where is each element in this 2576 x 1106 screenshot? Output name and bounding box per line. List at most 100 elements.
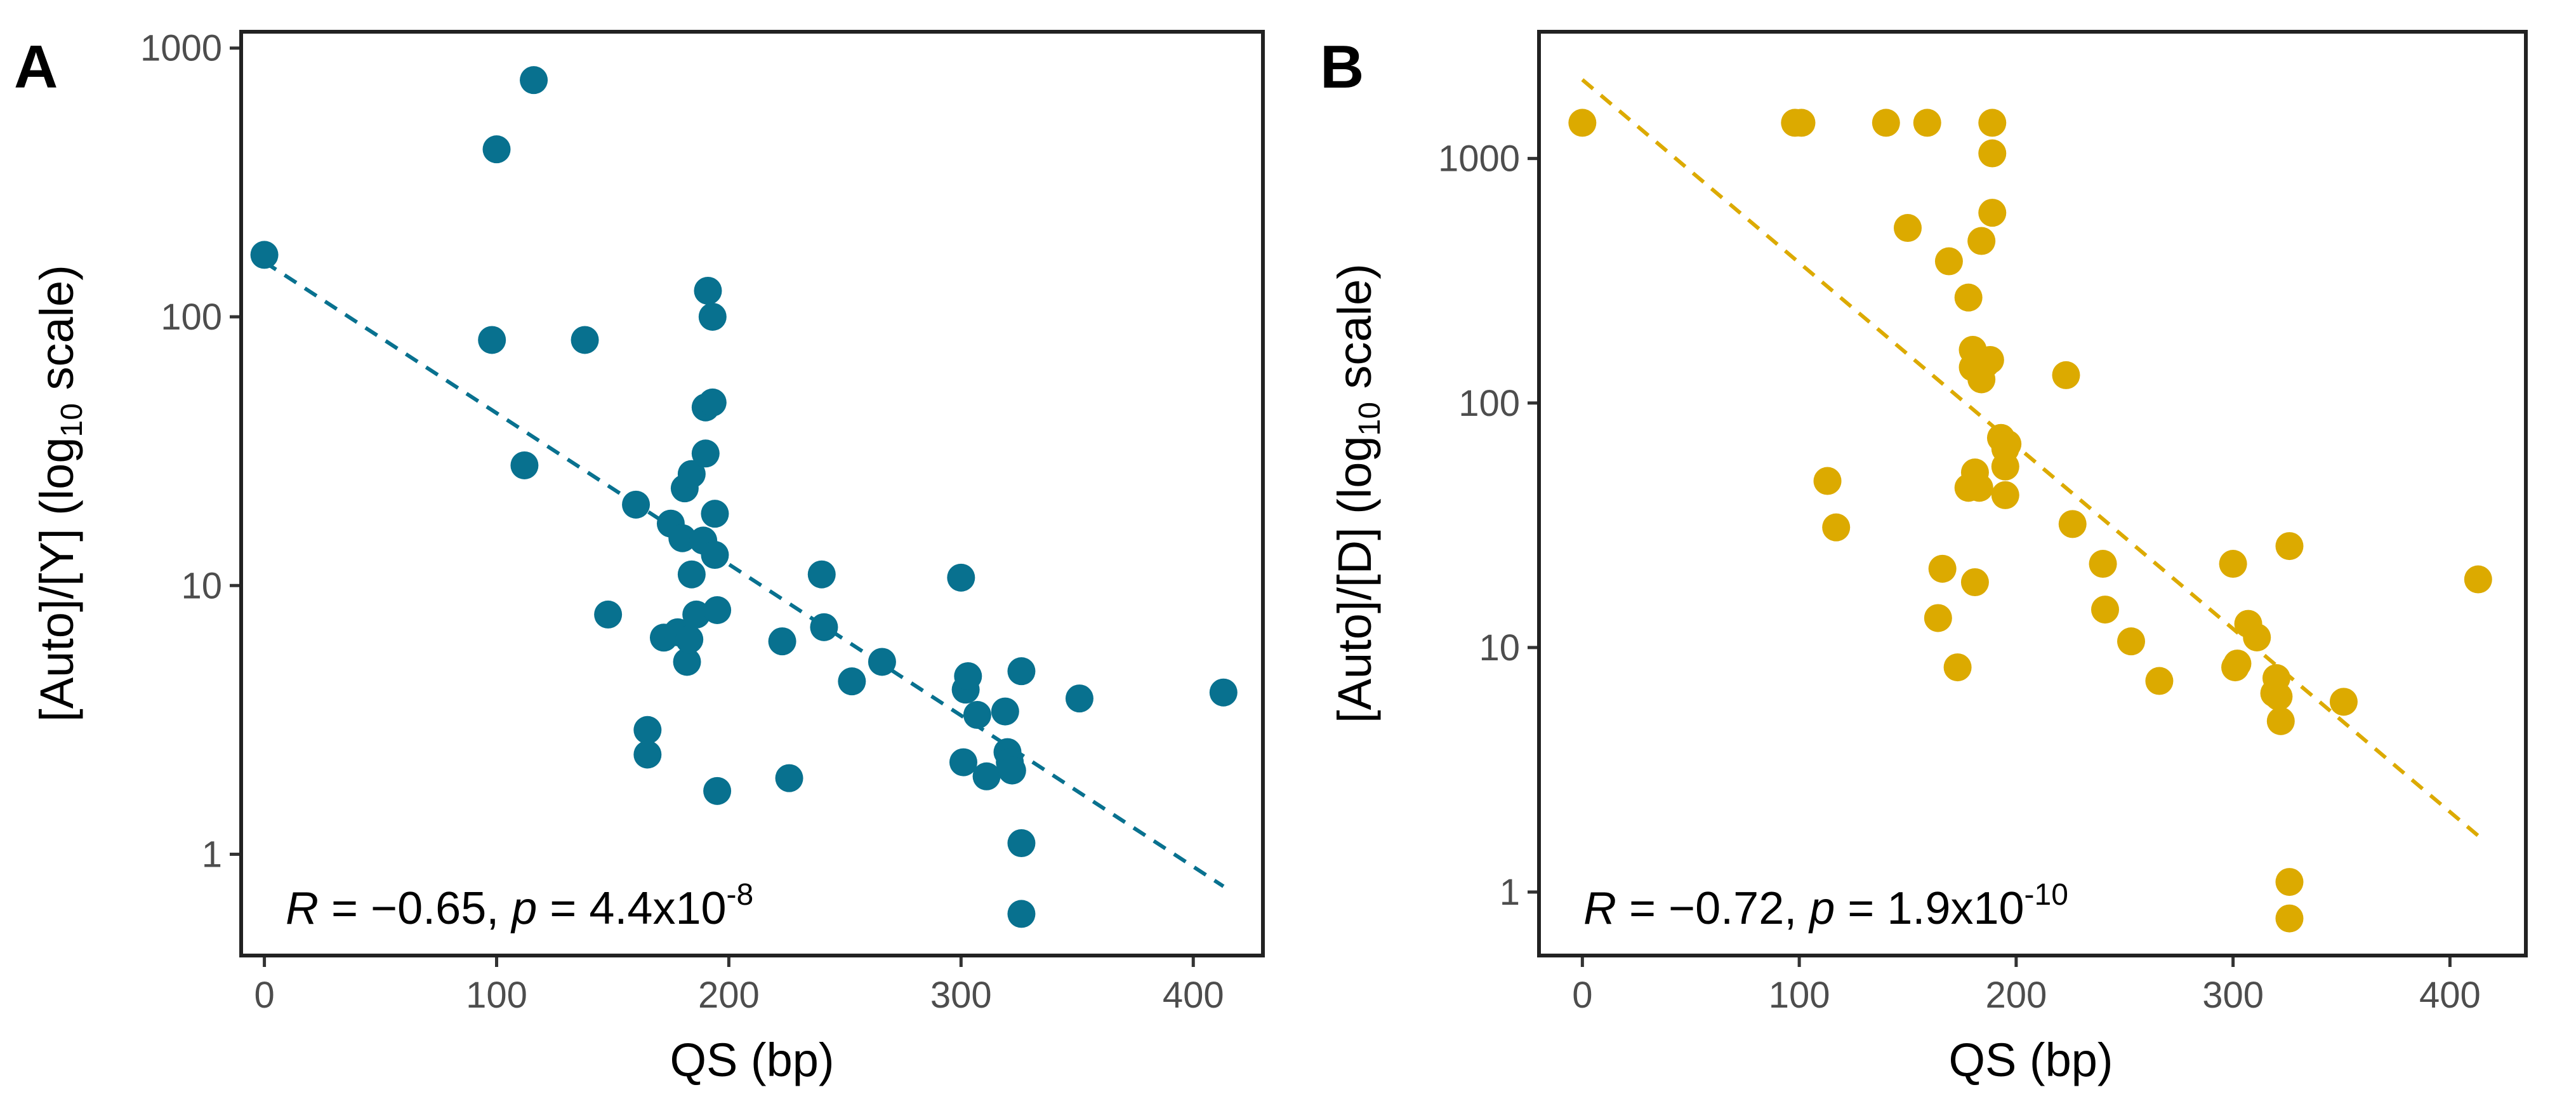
x-tick-label: 400 [2419, 975, 2481, 1016]
data-point [949, 748, 977, 776]
data-point [703, 596, 732, 624]
trend-line-b [1581, 78, 2480, 837]
data-point [1991, 481, 2019, 509]
y-tick-label: 1 [1500, 872, 1520, 913]
data-point [1893, 214, 1922, 243]
data-point [1934, 247, 1963, 276]
data-point [1007, 829, 1036, 858]
x-ticks-a: 0 100 200 300 400 [254, 956, 1224, 1016]
y-tick-label: 100 [1458, 383, 1520, 424]
data-point [998, 756, 1026, 785]
x-tick-label: 0 [254, 975, 274, 1016]
data-point [2223, 650, 2252, 678]
x-axis-title-b: QS (bp) [1948, 1034, 2113, 1086]
data-point [1978, 139, 2007, 168]
data-point [571, 326, 599, 354]
data-point [520, 66, 548, 95]
panel-a: A 0 100 200 300 400 1 10 100 1000 QS (bp) [Auto… [14, 28, 1265, 1086]
data-point [482, 135, 511, 164]
data-point [1568, 109, 1597, 137]
data-point [1965, 474, 1993, 502]
data-point [775, 764, 803, 792]
data-point [2058, 510, 2087, 538]
data-point [1913, 109, 1941, 137]
data-point [1978, 199, 2007, 227]
data-point [703, 776, 732, 805]
data-point [2145, 667, 2174, 695]
data-point [868, 648, 896, 676]
data-point [478, 326, 506, 354]
data-point [2117, 627, 2145, 656]
data-point [1954, 283, 1983, 312]
data-point [701, 541, 729, 570]
data-point [954, 662, 982, 690]
data-point [2091, 596, 2119, 624]
data-point [963, 701, 991, 730]
data-point [2464, 565, 2492, 594]
data-point [1813, 467, 1842, 495]
data-point [1007, 657, 1036, 686]
x-tick-label: 300 [2202, 975, 2264, 1016]
data-point [594, 600, 623, 629]
data-point [2329, 688, 2358, 716]
stats-annotation-b: R = −0.72, p = 1.9x10-10 [1583, 878, 2068, 934]
data-point [1991, 452, 2019, 481]
data-point [1978, 109, 2007, 137]
y-tick-label: 100 [161, 296, 222, 338]
data-point [2264, 683, 2293, 711]
data-point [633, 740, 662, 769]
data-point [972, 762, 1001, 790]
data-point [838, 667, 866, 696]
data-point [2219, 550, 2247, 578]
data-point [2243, 623, 2271, 651]
y-tick-label: 10 [181, 565, 222, 606]
x-tick-label: 400 [1163, 975, 1224, 1016]
data-point [810, 613, 838, 641]
data-point [2275, 904, 2304, 933]
x-tick-label: 0 [1572, 975, 1592, 1016]
data-point [668, 524, 697, 552]
data-point [1993, 430, 2022, 458]
data-point [675, 625, 704, 654]
data-point [691, 439, 720, 468]
data-point [1787, 109, 1816, 137]
trend-line-a [263, 260, 1225, 888]
y-tick-label: 1000 [140, 28, 222, 69]
data-point [622, 490, 651, 519]
panel-label-b: B [1320, 33, 1364, 101]
y-axis-title-a: [Auto]/[Y] (log10 scale) [30, 265, 89, 722]
x-axis-title-a: QS (bp) [670, 1034, 834, 1086]
data-point [673, 648, 701, 676]
data-point [1943, 653, 1972, 682]
data-point [1822, 513, 1851, 542]
data-point [2052, 361, 2080, 389]
data-point [1924, 604, 1952, 632]
data-point [677, 460, 706, 488]
data-point [1967, 227, 1996, 255]
y-tick-label: 1 [202, 834, 222, 876]
data-point [807, 560, 836, 589]
data-point [694, 276, 722, 305]
x-tick-label: 100 [1769, 975, 1830, 1016]
points-b [1568, 109, 2492, 933]
y-axis-title-b: [Auto]/[D] (log10 scale) [1328, 263, 1387, 723]
data-point [701, 500, 729, 528]
panel-b: B 0 100 200 300 400 1 10 100 1000 QS (bp) [Auto… [1320, 30, 2528, 1086]
y-ticks-a: 1 10 100 1000 [140, 28, 241, 876]
regression-line [1581, 78, 2480, 837]
x-tick-label: 200 [1985, 975, 2047, 1016]
data-point [2275, 868, 2304, 896]
panel-label-a: A [14, 33, 58, 101]
y-tick-label: 10 [1479, 627, 1520, 669]
plot-frame-a [239, 30, 1265, 957]
y-ticks-b: 1 10 100 1000 [1438, 138, 1539, 913]
data-point [2266, 707, 2295, 735]
data-point [2275, 532, 2304, 561]
x-tick-label: 100 [466, 975, 527, 1016]
x-tick-label: 300 [930, 975, 992, 1016]
data-point [698, 388, 727, 416]
data-point [1007, 900, 1036, 928]
data-point [1209, 678, 1238, 707]
data-point [1976, 345, 2004, 374]
